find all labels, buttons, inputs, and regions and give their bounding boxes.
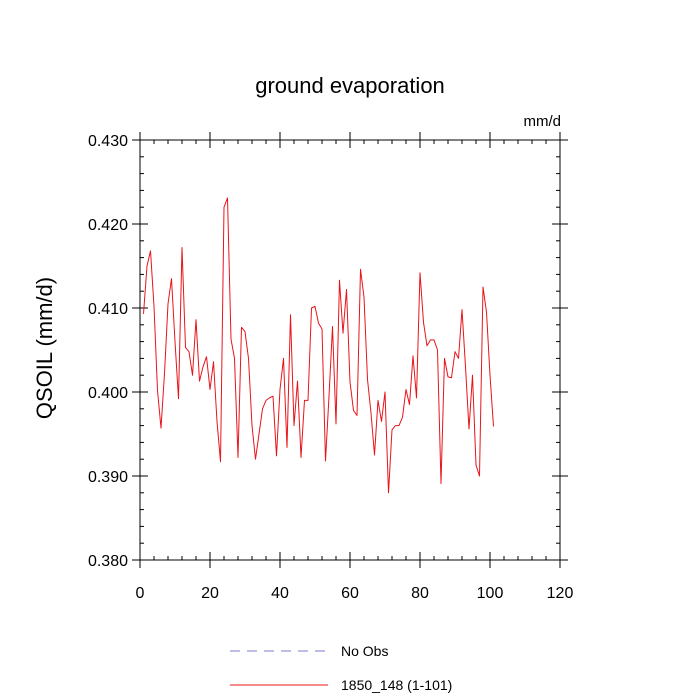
- x-tick-label: 40: [271, 585, 289, 602]
- x-tick-label: 120: [547, 585, 574, 602]
- chart-title: ground evaporation: [255, 73, 445, 98]
- x-tick-label: 80: [411, 585, 429, 602]
- y-tick-label: 0.410: [88, 301, 128, 318]
- y-tick-label: 0.400: [88, 385, 128, 402]
- series-layer: [143, 197, 494, 494]
- major-ticks: [132, 132, 568, 568]
- minor-ticks: [140, 140, 560, 560]
- x-tick-label: 100: [477, 585, 504, 602]
- units-label: mm/d: [524, 113, 562, 130]
- legend-label: 1850_148 (1-101): [341, 677, 452, 693]
- x-tick-label: 0: [136, 585, 145, 602]
- tick-labels: 0 20 40 60 80 100 120 0.380 0.390 0.400 0.410 0.420…: [88, 133, 573, 602]
- y-axis-label: QSOIL (mm/d): [32, 277, 57, 419]
- series-line: [143, 197, 494, 494]
- x-tick-label: 20: [201, 585, 219, 602]
- legend: No Obs 1850_148 (1-101): [230, 643, 452, 693]
- y-tick-label: 0.420: [88, 217, 128, 234]
- plot-frame: [139, 139, 561, 561]
- x-tick-label: 60: [341, 585, 359, 602]
- y-tick-label: 0.380: [88, 553, 128, 570]
- y-tick-label: 0.430: [88, 133, 128, 150]
- y-tick-label: 0.390: [88, 469, 128, 486]
- legend-label: No Obs: [341, 643, 388, 659]
